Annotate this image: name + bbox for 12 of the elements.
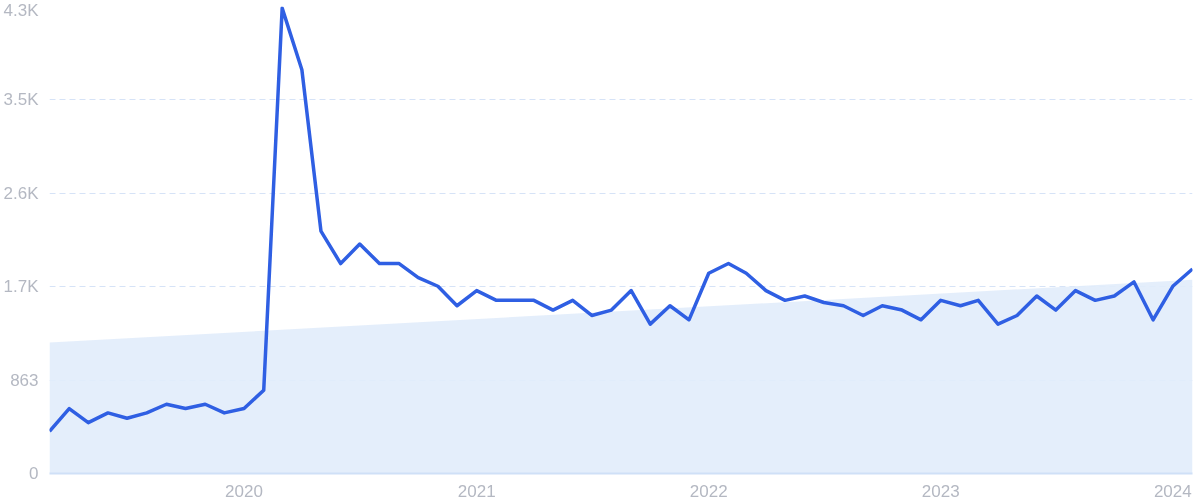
x-tick-label: 2020 — [225, 481, 263, 499]
y-tick-label: 4.3K — [3, 0, 40, 20]
x-tick-label: 2024 — [1153, 481, 1192, 499]
y-tick-label: 2.6K — [3, 183, 40, 203]
y-tick-label: 3.5K — [3, 90, 40, 110]
y-tick-label: 0 — [29, 464, 39, 483]
line-series — [49, 6, 1193, 434]
x-tick-label: 2023 — [921, 481, 960, 499]
x-tick-label: 2021 — [457, 481, 496, 499]
y-tick-label: 1.7K — [3, 277, 40, 297]
x-tick-label: 2022 — [689, 481, 728, 499]
y-tick-label: 863 — [10, 370, 39, 390]
